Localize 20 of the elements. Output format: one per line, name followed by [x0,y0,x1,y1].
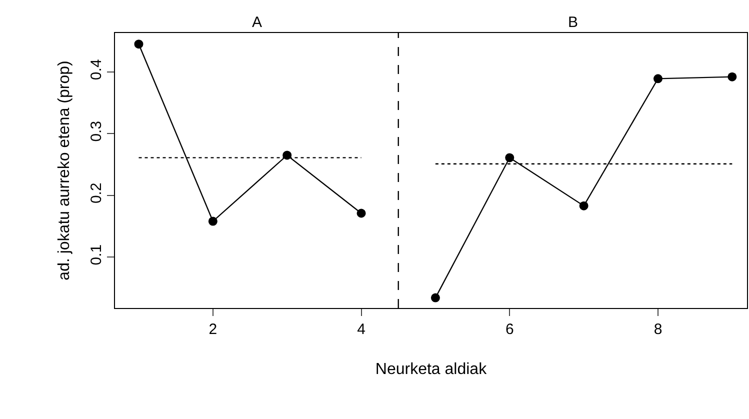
point [728,72,737,82]
point [356,208,366,218]
y-tick-label: 0.2 [88,182,105,204]
x-tick-label: 6 [505,321,514,338]
y-tick-label: 0.3 [88,120,105,142]
point [653,74,662,84]
point [134,40,144,49]
point [208,216,218,226]
point [505,153,514,162]
x-tick-label: 2 [208,321,218,338]
point [430,293,440,302]
x-axis-title: Neurketa aldiak [375,360,488,378]
text: A [252,14,262,31]
x-tick-label: 8 [654,321,662,338]
y-axis-title: ad. jokatu aurreko etena (prop) [56,60,73,280]
point [579,201,588,210]
y-tick-label: 0.1 [88,244,105,266]
y-tick-label: 0.4 [88,59,105,80]
x-tick-label: 4 [357,321,366,338]
text: B [568,14,578,31]
